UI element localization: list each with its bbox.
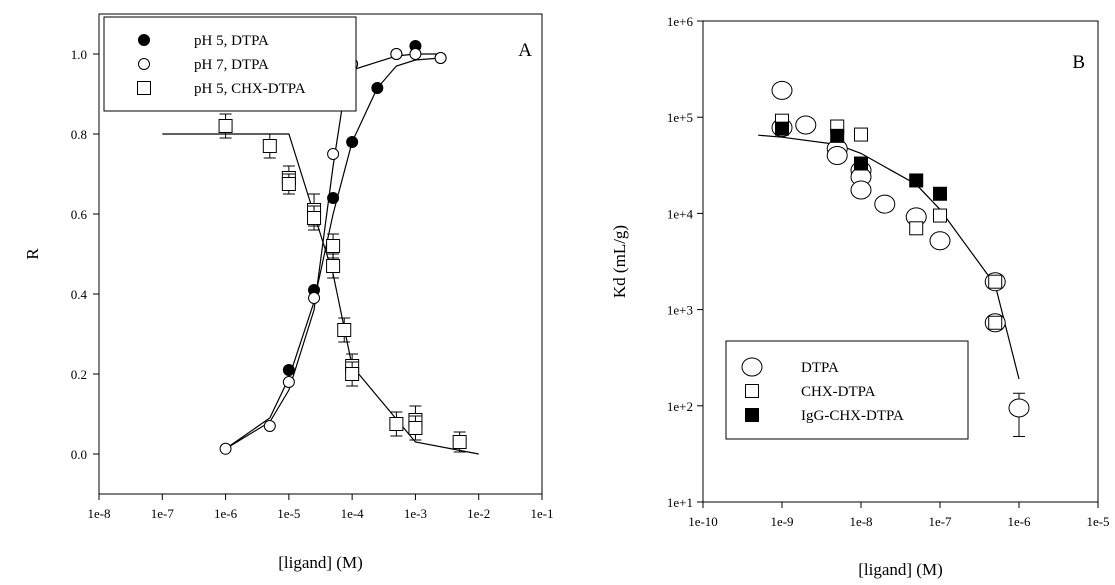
panel-a-data-point xyxy=(218,119,233,133)
panel-b-y-tick-label: 1e+4 xyxy=(667,206,694,221)
panel-b-x-tick-label: 1e-7 xyxy=(928,514,952,529)
panel-a-data-point xyxy=(282,364,295,376)
panel-a-y-tick-label: 0.6 xyxy=(71,207,88,222)
panel-a-data-point xyxy=(409,48,422,60)
panel-b-data-point xyxy=(771,80,793,100)
panel-b-data-point xyxy=(854,127,868,142)
panel-a-x-tick-label: 1e-8 xyxy=(87,506,110,521)
panel-b-legend-marker xyxy=(745,408,759,422)
panel-a-legend-marker xyxy=(138,34,150,46)
panel-b-y-tick-label: 1e+3 xyxy=(667,303,693,318)
panel-a-y-tick-label: 0.2 xyxy=(71,367,87,382)
panel-b-legend-marker xyxy=(745,384,759,398)
panel-a-x-tick-label: 1e-3 xyxy=(404,506,427,521)
panel-a-legend-marker xyxy=(138,58,150,70)
panel-a-fit-line xyxy=(162,133,479,455)
panel-b-legend: DTPA CHX-DTPA IgG-CHX-DTPA xyxy=(725,340,969,440)
panel-b-y-tick-label: 1e+2 xyxy=(667,399,693,414)
panel-a-data-point xyxy=(390,48,403,60)
panel-b-data-point xyxy=(795,115,817,135)
panel-b-legend-marker xyxy=(741,357,763,377)
panel-b-data-point xyxy=(933,186,947,201)
panel-a-legend-label: pH 5, CHX-DTPA xyxy=(194,81,306,97)
panel-a-legend-label: pH 5, DTPA xyxy=(194,33,269,49)
panel-a-y-axis-title: R xyxy=(23,248,42,260)
panel-a-x-tick-label: 1e-5 xyxy=(277,506,300,521)
panel-b-data-point xyxy=(830,128,845,143)
panel-a-data-point xyxy=(346,136,359,148)
panel-a-data-point xyxy=(263,420,276,432)
panel-b-legend-label: DTPA xyxy=(801,360,839,376)
panel-a-x-axis-title: [ligand] (M) xyxy=(278,553,363,572)
panel-b: 1e-10 1e-9 1e-8 1e-7 1e-6 1e-5 1e+1 1e+2 1e+3 1e+… xyxy=(610,14,1110,579)
panel-a-data-point xyxy=(281,177,296,191)
panel-a-legend-label: pH 7, DTPA xyxy=(194,57,269,73)
panel-a-data-point xyxy=(219,442,232,455)
panel-b-fit-line xyxy=(758,134,1020,380)
panel-b-y-tick-label: 1e+1 xyxy=(667,495,693,510)
panel-a-x-tick-label: 1e-4 xyxy=(341,506,365,521)
panel-a-data-point xyxy=(371,82,384,94)
panel-b-x-axis-title: [ligand] (M) xyxy=(858,560,943,579)
panel-b-frame xyxy=(702,20,1099,503)
panel-b-data-point xyxy=(775,121,789,136)
panel-b-legend-label: CHX-DTPA xyxy=(801,384,876,400)
panel-a-data-point xyxy=(282,376,295,388)
panel-a-data-point xyxy=(452,435,467,449)
panel-b-data-point xyxy=(988,315,1003,330)
panel-b-data-point xyxy=(933,208,947,223)
panel-a-data-point xyxy=(308,292,321,304)
panel-b-data-point xyxy=(929,231,951,251)
panel-a-y-tick-label: 0.8 xyxy=(71,127,87,142)
panel-a-fit-line xyxy=(225,53,441,450)
panel-a-y-tick-label: 0.4 xyxy=(71,287,88,302)
panel-b-data-point xyxy=(874,194,896,214)
panel-a-data-point xyxy=(345,367,360,381)
panel-a-data-point xyxy=(262,139,277,153)
panel-a-x-tick-label: 1e-6 xyxy=(214,506,238,521)
panel-a-data-point xyxy=(326,239,341,253)
panel-a-frame xyxy=(98,13,543,495)
panel-a: 1e-8 1e-7 1e-6 1e-5 1e-4 1e-3 1e-2 1e-1 0.0 0.2 0.… xyxy=(23,13,554,572)
panel-b-x-tick-label: 1e-6 xyxy=(1007,514,1031,529)
panel-a-data-point xyxy=(337,323,352,337)
panel-a-data-point xyxy=(327,192,340,204)
panel-a-data-point xyxy=(327,148,340,160)
panel-a-fit-line xyxy=(225,57,441,450)
panel-b-legend-label: IgG-CHX-DTPA xyxy=(801,408,904,424)
panel-b-data-point xyxy=(909,173,924,188)
panel-a-data-point xyxy=(434,52,447,64)
panel-a-x-tick-label: 1e-2 xyxy=(467,506,490,521)
panel-b-y-tick-label: 1e+5 xyxy=(667,110,693,125)
panel-b-x-tick-label: 1e-10 xyxy=(688,514,718,529)
panel-a-data-point xyxy=(408,421,423,435)
panel-a-x-tick-label: 1e-7 xyxy=(151,506,175,521)
panel-a-legend: pH 5, DTPA pH 7, DTPA pH 5, CHX-DTPA xyxy=(103,16,357,112)
panel-b-data-point xyxy=(826,145,848,165)
panel-b-data-point xyxy=(988,274,1003,289)
panel-b-x-tick-label: 1e-9 xyxy=(770,514,793,529)
panel-b-legend-box xyxy=(725,340,969,440)
panel-b-data-point xyxy=(1008,398,1030,418)
panel-a-y-tick-label: 1.0 xyxy=(71,47,87,62)
panel-a-data-point xyxy=(307,211,322,225)
panel-a-data-point xyxy=(389,417,404,431)
panel-b-x-tick-label: 1e-8 xyxy=(849,514,872,529)
panel-b-x-tick-label: 1e-5 xyxy=(1086,514,1109,529)
panel-b-y-tick-label: 1e+6 xyxy=(667,14,694,29)
panel-b-data-point xyxy=(854,156,868,171)
panel-b-y-axis-title: Kd (mL/g) xyxy=(610,225,629,298)
panel-a-letter: A xyxy=(518,40,532,61)
panel-a-legend-marker xyxy=(137,81,151,95)
panel-b-data-point xyxy=(850,180,872,200)
panel-b-letter: B xyxy=(1072,52,1085,73)
panel-a-x-tick-label: 1e-1 xyxy=(530,506,553,521)
panel-a-data-point xyxy=(326,259,341,273)
panel-a-y-tick-label: 0.0 xyxy=(71,447,87,462)
panel-b-data-point xyxy=(909,221,924,236)
